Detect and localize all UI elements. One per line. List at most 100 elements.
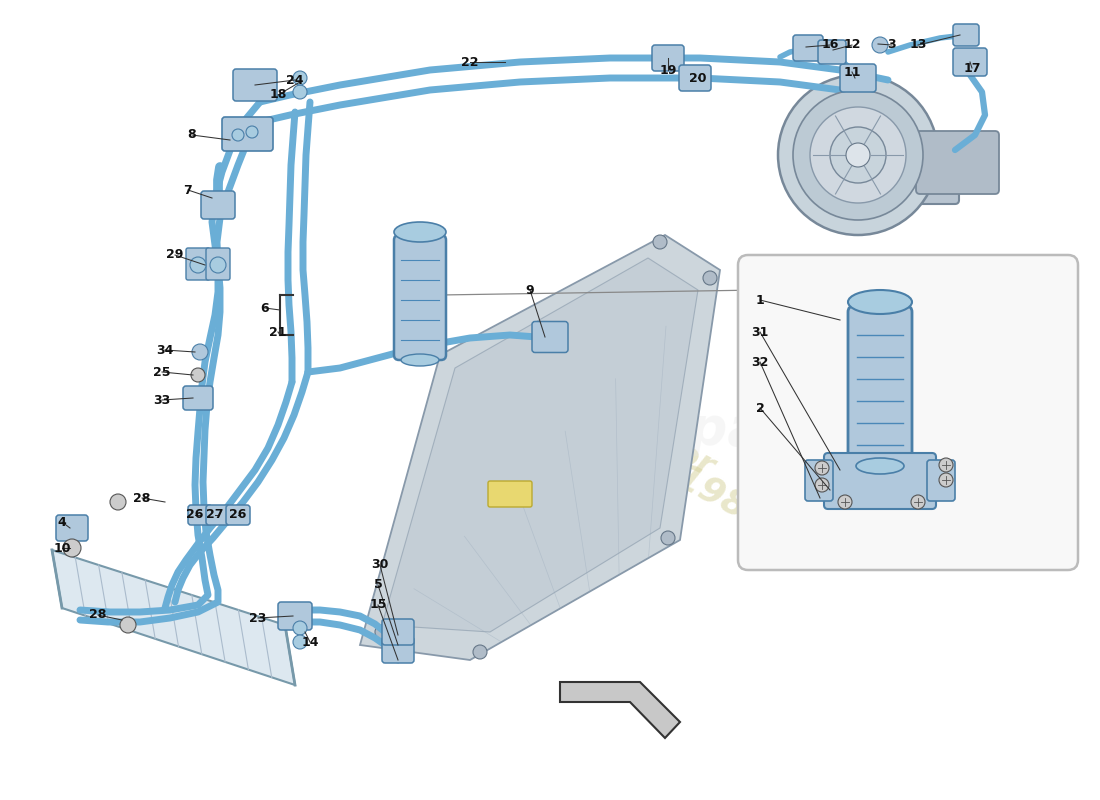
Text: since 1985: since 1985 <box>565 404 774 536</box>
Text: 11: 11 <box>844 66 860 78</box>
FancyBboxPatch shape <box>201 191 235 219</box>
Circle shape <box>815 478 829 492</box>
FancyBboxPatch shape <box>226 505 250 525</box>
Circle shape <box>190 257 206 273</box>
Text: 29: 29 <box>166 249 184 262</box>
Text: 23: 23 <box>250 611 266 625</box>
Circle shape <box>939 458 953 472</box>
FancyBboxPatch shape <box>382 637 414 663</box>
FancyBboxPatch shape <box>222 117 273 151</box>
FancyBboxPatch shape <box>679 65 711 91</box>
FancyBboxPatch shape <box>532 322 568 353</box>
Text: 21: 21 <box>270 326 287 338</box>
Circle shape <box>191 368 205 382</box>
FancyBboxPatch shape <box>206 248 230 280</box>
Circle shape <box>63 539 81 557</box>
Ellipse shape <box>856 458 904 474</box>
Text: 32: 32 <box>751 355 769 369</box>
Circle shape <box>120 617 136 633</box>
Circle shape <box>232 129 244 141</box>
Text: 25: 25 <box>153 366 170 378</box>
FancyBboxPatch shape <box>840 64 876 92</box>
Text: 4: 4 <box>57 515 66 529</box>
Text: 1: 1 <box>756 294 764 306</box>
FancyBboxPatch shape <box>953 48 987 76</box>
Text: 26: 26 <box>186 509 204 522</box>
Text: 6: 6 <box>261 302 270 314</box>
Text: 22: 22 <box>461 55 478 69</box>
Text: 13: 13 <box>910 38 926 51</box>
Ellipse shape <box>402 354 439 366</box>
Text: 28: 28 <box>133 491 151 505</box>
Text: 20: 20 <box>690 71 706 85</box>
Text: 8: 8 <box>188 129 196 142</box>
FancyBboxPatch shape <box>183 386 213 410</box>
Text: 2: 2 <box>756 402 764 414</box>
Text: 27: 27 <box>207 509 223 522</box>
FancyBboxPatch shape <box>824 453 936 509</box>
Text: 17: 17 <box>964 62 981 74</box>
Circle shape <box>375 625 389 639</box>
Text: 14: 14 <box>301 635 319 649</box>
FancyBboxPatch shape <box>738 255 1078 570</box>
Circle shape <box>210 257 225 273</box>
Polygon shape <box>52 550 295 685</box>
Circle shape <box>778 75 938 235</box>
Circle shape <box>911 495 925 509</box>
Circle shape <box>473 645 487 659</box>
FancyBboxPatch shape <box>927 460 955 501</box>
Circle shape <box>110 494 126 510</box>
Text: 15: 15 <box>370 598 387 611</box>
FancyBboxPatch shape <box>652 45 684 71</box>
Circle shape <box>246 126 258 138</box>
Polygon shape <box>560 682 680 738</box>
Circle shape <box>293 85 307 99</box>
Text: 34: 34 <box>156 343 174 357</box>
Circle shape <box>793 90 923 220</box>
Text: 31: 31 <box>751 326 769 338</box>
Circle shape <box>810 107 906 203</box>
Circle shape <box>661 531 675 545</box>
Circle shape <box>293 635 307 649</box>
Circle shape <box>872 37 888 53</box>
FancyBboxPatch shape <box>56 515 88 541</box>
FancyBboxPatch shape <box>233 69 277 101</box>
Text: 26: 26 <box>229 509 246 522</box>
Text: 7: 7 <box>184 183 192 197</box>
FancyBboxPatch shape <box>488 481 532 507</box>
FancyBboxPatch shape <box>394 235 446 360</box>
FancyBboxPatch shape <box>188 505 212 525</box>
FancyBboxPatch shape <box>818 40 846 64</box>
Circle shape <box>838 495 853 509</box>
Text: 30: 30 <box>372 558 388 571</box>
Text: autoparts: autoparts <box>554 404 845 456</box>
Circle shape <box>293 621 307 635</box>
Text: 12: 12 <box>844 38 860 51</box>
FancyBboxPatch shape <box>953 24 979 46</box>
Circle shape <box>815 461 829 475</box>
Circle shape <box>846 143 870 167</box>
FancyBboxPatch shape <box>848 306 912 466</box>
Text: 16: 16 <box>822 38 838 51</box>
Circle shape <box>703 271 717 285</box>
FancyBboxPatch shape <box>861 134 959 204</box>
Text: 3: 3 <box>888 38 896 51</box>
FancyBboxPatch shape <box>793 35 823 61</box>
FancyBboxPatch shape <box>278 602 312 630</box>
Circle shape <box>653 235 667 249</box>
Circle shape <box>939 473 953 487</box>
Text: 18: 18 <box>270 89 287 102</box>
Text: 10: 10 <box>53 542 70 554</box>
Text: 19: 19 <box>659 63 676 77</box>
Polygon shape <box>382 258 698 632</box>
FancyBboxPatch shape <box>206 505 230 525</box>
FancyBboxPatch shape <box>186 248 210 280</box>
Text: passion for: passion for <box>519 356 720 484</box>
Circle shape <box>293 71 307 85</box>
Circle shape <box>192 344 208 360</box>
FancyBboxPatch shape <box>805 460 833 501</box>
Text: 28: 28 <box>89 609 107 622</box>
Text: 24: 24 <box>286 74 304 86</box>
Ellipse shape <box>848 290 912 314</box>
Ellipse shape <box>394 222 446 242</box>
